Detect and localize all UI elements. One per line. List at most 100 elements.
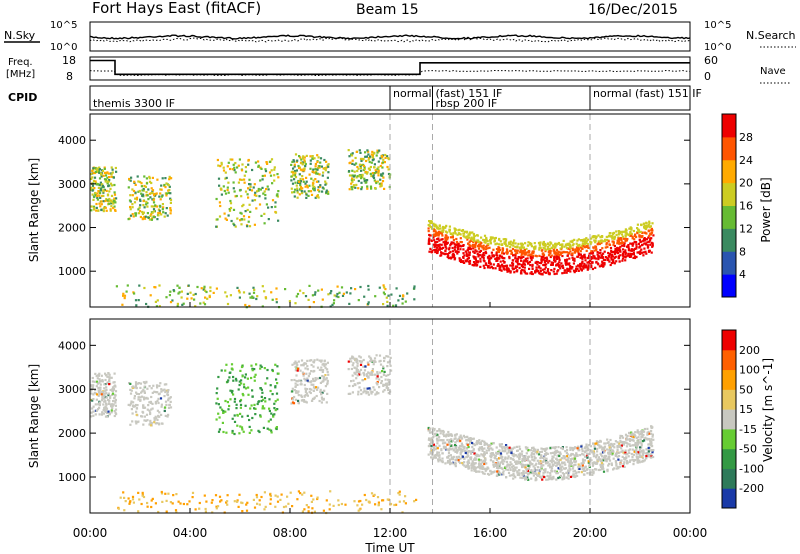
echo-cell xyxy=(613,446,616,449)
echo-cell xyxy=(596,251,599,254)
echo-cell xyxy=(99,401,102,404)
echo-cell xyxy=(98,183,101,187)
echo-cell xyxy=(253,223,256,226)
echo-cell xyxy=(554,461,557,464)
echo-cell xyxy=(441,457,444,460)
echo-cell xyxy=(109,209,112,212)
echo-cell xyxy=(594,237,598,240)
echo-cell xyxy=(148,192,151,195)
echo-cell xyxy=(238,178,242,181)
echo-cell xyxy=(631,432,634,435)
echo-cell xyxy=(595,257,598,260)
echo-cell xyxy=(225,218,228,221)
echo-cell xyxy=(625,229,628,232)
echo-cell xyxy=(360,181,363,184)
echo-cell xyxy=(143,217,147,220)
echo-cell xyxy=(552,245,555,248)
echo-cell xyxy=(304,387,307,390)
echo-cell xyxy=(510,251,513,255)
echo-cell xyxy=(108,197,111,201)
echo-cell xyxy=(438,224,441,227)
echo-cell xyxy=(350,182,353,185)
echo-cell xyxy=(244,387,248,390)
echo-cell xyxy=(481,467,484,470)
echo-cell xyxy=(135,422,138,425)
echo-cell xyxy=(552,477,555,480)
echo-cell xyxy=(397,299,400,302)
echo-cell xyxy=(511,264,514,267)
echo-cell xyxy=(337,295,340,299)
echo-cell xyxy=(480,453,483,456)
echo-cell xyxy=(152,208,156,211)
echo-cell xyxy=(437,234,440,237)
echo-cell xyxy=(249,296,252,299)
echo-cell xyxy=(255,363,258,366)
echo-cell xyxy=(163,183,166,187)
echo-cell xyxy=(579,262,582,265)
echo-cell xyxy=(492,453,495,456)
echo-cell xyxy=(643,247,646,250)
echo-cell xyxy=(136,392,139,395)
echo-cell xyxy=(163,383,166,386)
echo-cell xyxy=(477,466,480,469)
echo-cell xyxy=(232,181,235,184)
echo-cell xyxy=(381,370,384,373)
echo-cell xyxy=(561,465,564,468)
echo-cell xyxy=(148,409,151,412)
echo-cell xyxy=(109,182,113,185)
echo-cell xyxy=(651,445,654,448)
echo-cell xyxy=(597,240,600,243)
echo-cell xyxy=(472,261,476,264)
echo-cell xyxy=(153,417,156,420)
echo-cell xyxy=(612,258,615,261)
echo-cell xyxy=(149,214,152,217)
echo-cell xyxy=(244,303,247,307)
echo-cell xyxy=(551,464,554,467)
echo-cell xyxy=(324,366,327,369)
echo-cell xyxy=(510,463,513,466)
echo-cell xyxy=(595,462,599,465)
echo-cell xyxy=(587,452,590,455)
echo-cell xyxy=(101,184,104,187)
echo-cell xyxy=(318,173,321,176)
echo-cell xyxy=(354,156,357,160)
echo-cell xyxy=(107,398,110,402)
echo-cell xyxy=(479,467,482,470)
echo-cell xyxy=(448,248,451,251)
echo-cell xyxy=(562,474,566,478)
echo-cell xyxy=(387,387,390,390)
echo-cell xyxy=(503,460,506,463)
echo-cell xyxy=(506,463,509,466)
echo-cell xyxy=(602,467,605,470)
echo-cell xyxy=(601,260,604,263)
echo-cell xyxy=(112,388,115,391)
echo-cell xyxy=(567,474,570,477)
echo-cell xyxy=(650,426,653,429)
echo-cell xyxy=(484,262,487,265)
echo-cell xyxy=(546,245,550,248)
echo-cell xyxy=(294,360,297,363)
echo-cell xyxy=(450,433,453,436)
echo-cell xyxy=(442,228,445,232)
echo-cell xyxy=(156,386,159,389)
echo-cell xyxy=(259,415,262,418)
echo-cell xyxy=(637,456,640,459)
echo-cell xyxy=(427,227,430,230)
echo-cell xyxy=(142,187,145,191)
echo-cell xyxy=(581,458,585,461)
echo-cell xyxy=(348,302,351,305)
echo-cell xyxy=(102,190,105,193)
echo-cell xyxy=(455,458,458,461)
echo-cell xyxy=(203,287,206,290)
echo-cell xyxy=(158,204,161,207)
echo-cell xyxy=(303,383,306,387)
echo-cell xyxy=(574,250,577,253)
echo-cell xyxy=(98,403,101,407)
echo-cell xyxy=(608,449,611,452)
echo-cell xyxy=(594,235,597,238)
echo-cell xyxy=(241,415,244,418)
echo-cell xyxy=(585,245,588,248)
echo-cell xyxy=(292,173,295,176)
echo-cell xyxy=(96,168,99,172)
echo-cell xyxy=(107,372,110,375)
